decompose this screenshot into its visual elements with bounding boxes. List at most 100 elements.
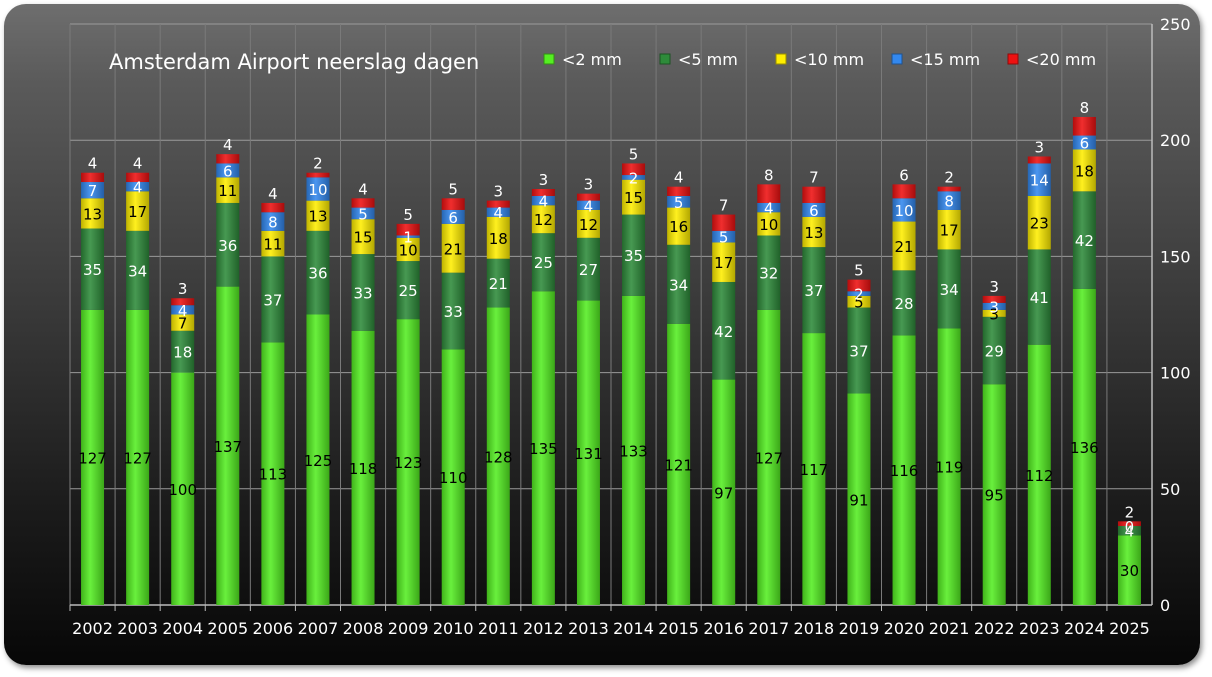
data-label: 23 [1030, 215, 1049, 233]
data-label: 8 [1080, 99, 1090, 117]
bar-segment [1027, 156, 1051, 164]
bar-segment [261, 212, 285, 231]
legend-label: <2 mm [562, 50, 622, 69]
bar-segment [216, 154, 240, 164]
data-label: 2 [944, 169, 954, 187]
x-tick-label: 2015 [658, 619, 699, 638]
bar-segment [937, 249, 961, 329]
bar-segment [1027, 249, 1051, 345]
bar-segment [486, 258, 510, 308]
data-label: 36 [218, 237, 237, 255]
legend-swatch [891, 53, 903, 65]
bar-segment [486, 307, 510, 605]
data-label: 12 [579, 216, 598, 234]
bar-segment [892, 335, 916, 605]
bar-segment [306, 177, 330, 201]
data-label: 29 [985, 343, 1004, 361]
data-label: 128 [484, 448, 513, 466]
x-tick-label: 2021 [929, 619, 970, 638]
bar-segment [892, 198, 916, 222]
bar-segment [667, 323, 691, 605]
data-label: 4 [358, 180, 368, 198]
data-label: 116 [890, 462, 919, 480]
bar-segment [982, 384, 1006, 605]
data-label: 2 [313, 155, 323, 173]
data-label: 4 [178, 302, 188, 320]
data-label: 6 [1080, 135, 1090, 153]
legend-label: <10 mm [794, 50, 864, 69]
bar-segment [1117, 521, 1141, 526]
bar-segment [171, 330, 195, 373]
bar-segment [667, 186, 691, 196]
data-label: 4 [88, 155, 98, 173]
data-label: 34 [128, 262, 147, 280]
bar-segment [261, 202, 285, 213]
x-tick-label: 2017 [748, 619, 789, 638]
data-label: 30 [1120, 562, 1139, 580]
legend-swatch [659, 53, 671, 65]
data-label: 37 [804, 282, 823, 300]
data-label: 10 [399, 241, 418, 259]
data-label: 25 [399, 282, 418, 300]
y-tick-label: 150 [1160, 247, 1191, 266]
data-label: 4 [764, 200, 774, 218]
x-tick-label: 2013 [568, 619, 609, 638]
data-label: 135 [529, 440, 558, 458]
bar-segment [847, 307, 871, 394]
data-label: 11 [263, 236, 282, 254]
data-label: 136 [1070, 439, 1099, 457]
chart-frame: 0 50 100 150 200 250 2002 2003 2004 2005 2006 2007 2… [4, 4, 1200, 665]
y-tick-label: 200 [1160, 131, 1191, 150]
bar-segment [622, 179, 646, 215]
data-label: 13 [308, 208, 327, 226]
bar-segment [126, 309, 150, 605]
data-label: 2 [629, 169, 639, 187]
data-label: 41 [1030, 289, 1049, 307]
bar-segment [712, 379, 736, 605]
data-label: 6 [899, 166, 909, 184]
bar-segment [126, 191, 150, 231]
bar-segment [982, 295, 1006, 303]
bar-segment [847, 291, 871, 296]
data-label: 21 [894, 238, 913, 256]
bar-segment [802, 333, 826, 605]
data-label: 112 [1025, 467, 1054, 485]
x-tick-label: 2002 [72, 619, 113, 638]
data-label: 35 [83, 261, 102, 279]
y-tick-label: 250 [1160, 15, 1191, 34]
x-tick-label: 2019 [839, 619, 880, 638]
bar-segment [982, 309, 1006, 317]
data-label: 0 [1125, 518, 1135, 536]
bar-segment [667, 244, 691, 324]
bar-segment [81, 172, 105, 183]
bar-segment [1072, 191, 1096, 289]
data-label: 0 [1125, 518, 1135, 536]
data-label: 33 [353, 284, 372, 302]
data-label: 4 [584, 197, 594, 215]
bar-segment [171, 314, 195, 331]
chart-title: Amsterdam Airport neerslag dagen [109, 50, 479, 74]
data-label: 119 [935, 459, 964, 477]
bar-segment [171, 298, 195, 306]
data-label: 3 [584, 176, 594, 194]
legend-label: <5 mm [678, 50, 738, 69]
data-label: 6 [448, 209, 458, 227]
data-label: 28 [894, 295, 913, 313]
data-label: 42 [1075, 232, 1094, 250]
data-label: 32 [759, 265, 778, 283]
data-label: 5 [854, 262, 864, 280]
data-label: 37 [263, 291, 282, 309]
bar-segment [486, 200, 510, 208]
bar-segment [1072, 149, 1096, 192]
x-tick-label: 2023 [1019, 619, 1060, 638]
data-label: 35 [624, 247, 643, 265]
bar-segment [306, 314, 330, 605]
data-label: 2 [854, 286, 864, 304]
bar-segment [261, 342, 285, 605]
data-label: 137 [213, 438, 242, 456]
data-label: 5 [854, 294, 864, 312]
data-label: 4 [268, 185, 278, 203]
bar-segment [712, 242, 736, 282]
data-label: 8 [944, 193, 954, 211]
data-label: 18 [489, 230, 508, 248]
